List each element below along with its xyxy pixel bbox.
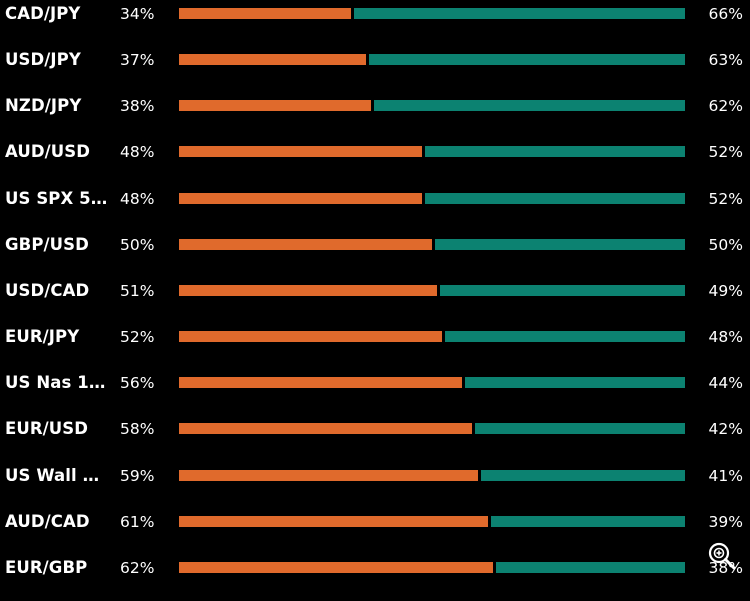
short-percent-label: 58% (120, 420, 155, 439)
long-bar (179, 192, 685, 204)
long-percent-label: 39% (708, 512, 743, 531)
long-bar (179, 100, 685, 112)
long-bar (179, 284, 685, 296)
short-percent-label: 52% (120, 328, 155, 347)
sentiment-row: USD/JPY 37% 63% (0, 47, 750, 93)
bar-divider (422, 146, 425, 158)
sentiment-chart: CAD/JPY 34% 66% USD/JPY 37% 63% NZD/JPY 38% 62% A… (0, 1, 750, 577)
short-percent-label: 61% (120, 512, 155, 531)
sentiment-row: USD/CAD 51% 49% (0, 278, 750, 324)
long-bar (179, 54, 685, 66)
long-percent-label: 41% (708, 466, 743, 485)
instrument-label: NZD/JPY (5, 96, 82, 116)
long-bar (179, 561, 685, 573)
long-percent-label: 52% (708, 143, 743, 162)
short-bar (179, 238, 432, 250)
bar-divider (462, 377, 465, 389)
bar-divider (478, 469, 481, 481)
bar-divider (442, 331, 445, 343)
long-bar (179, 423, 685, 435)
instrument-label: USD/CAD (5, 280, 90, 300)
instrument-label: GBP/USD (5, 234, 89, 254)
short-bar (179, 515, 488, 527)
long-percent-label: 63% (708, 51, 743, 70)
sentiment-row: EUR/USD 58% 42% (0, 416, 750, 462)
short-bar (179, 377, 462, 389)
bar-divider (493, 561, 496, 573)
sentiment-row: AUD/USD 48% 52% (0, 139, 750, 185)
long-bar (179, 377, 685, 389)
bar-divider (437, 284, 440, 296)
long-percent-label: 49% (708, 281, 743, 300)
bar-divider (488, 515, 491, 527)
short-bar (179, 146, 422, 158)
short-bar (179, 469, 478, 481)
long-percent-label: 62% (708, 97, 743, 116)
long-percent-label: 66% (708, 5, 743, 23)
short-percent-label: 50% (120, 235, 155, 254)
bar-divider (472, 423, 475, 435)
instrument-label: CAD/JPY (5, 4, 81, 23)
sentiment-row: CAD/JPY 34% 66% (0, 1, 750, 47)
zoom-in-icon[interactable] (707, 541, 737, 571)
long-percent-label: 50% (708, 235, 743, 254)
sentiment-row: AUD/CAD 61% 39% (0, 509, 750, 555)
long-percent-label: 44% (708, 374, 743, 393)
long-bar (179, 515, 685, 527)
short-bar (179, 561, 493, 573)
sentiment-row: US SPX 5… 48% 52% (0, 186, 750, 232)
short-bar (179, 331, 442, 343)
instrument-label: US Nas 100 (5, 373, 111, 393)
instrument-label: EUR/USD (5, 419, 89, 439)
short-bar (179, 284, 437, 296)
long-bar (179, 238, 685, 250)
short-bar (179, 192, 422, 204)
short-bar (179, 54, 366, 66)
bar-divider (432, 238, 435, 250)
sentiment-row: EUR/GBP 62% 38% (0, 555, 750, 601)
short-percent-label: 34% (120, 5, 155, 23)
instrument-label: USD/JPY (5, 50, 81, 70)
sentiment-row: EUR/JPY 52% 48% (0, 324, 750, 370)
short-bar (179, 423, 472, 435)
short-bar (179, 8, 351, 19)
long-percent-label: 52% (708, 189, 743, 208)
bar-divider (371, 100, 374, 112)
long-bar (179, 331, 685, 343)
long-bar (179, 8, 685, 19)
sentiment-row: GBP/USD 50% 50% (0, 232, 750, 278)
instrument-label: US Wall S… (5, 465, 111, 485)
instrument-label: EUR/JPY (5, 327, 80, 347)
long-percent-label: 48% (708, 328, 743, 347)
long-bar (179, 146, 685, 158)
short-percent-label: 38% (120, 97, 155, 116)
long-percent-label: 38% (708, 558, 743, 577)
instrument-label: AUD/USD (5, 142, 91, 162)
short-percent-label: 48% (120, 189, 155, 208)
bar-divider (366, 54, 369, 66)
long-percent-label: 42% (708, 420, 743, 439)
bar-divider (351, 8, 354, 19)
short-percent-label: 51% (120, 281, 155, 300)
bar-divider (422, 192, 425, 204)
short-percent-label: 59% (120, 466, 155, 485)
long-bar (179, 469, 685, 481)
instrument-label: AUD/CAD (5, 511, 90, 531)
short-percent-label: 48% (120, 143, 155, 162)
short-percent-label: 56% (120, 374, 155, 393)
sentiment-row: NZD/JPY 38% 62% (0, 93, 750, 139)
sentiment-row: US Wall S… 59% 41% (0, 463, 750, 509)
instrument-label: EUR/GBP (5, 557, 88, 577)
short-percent-label: 62% (120, 558, 155, 577)
instrument-label: US SPX 5… (5, 188, 108, 208)
short-bar (179, 100, 371, 112)
short-percent-label: 37% (120, 51, 155, 70)
sentiment-row: US Nas 100 56% 44% (0, 370, 750, 416)
